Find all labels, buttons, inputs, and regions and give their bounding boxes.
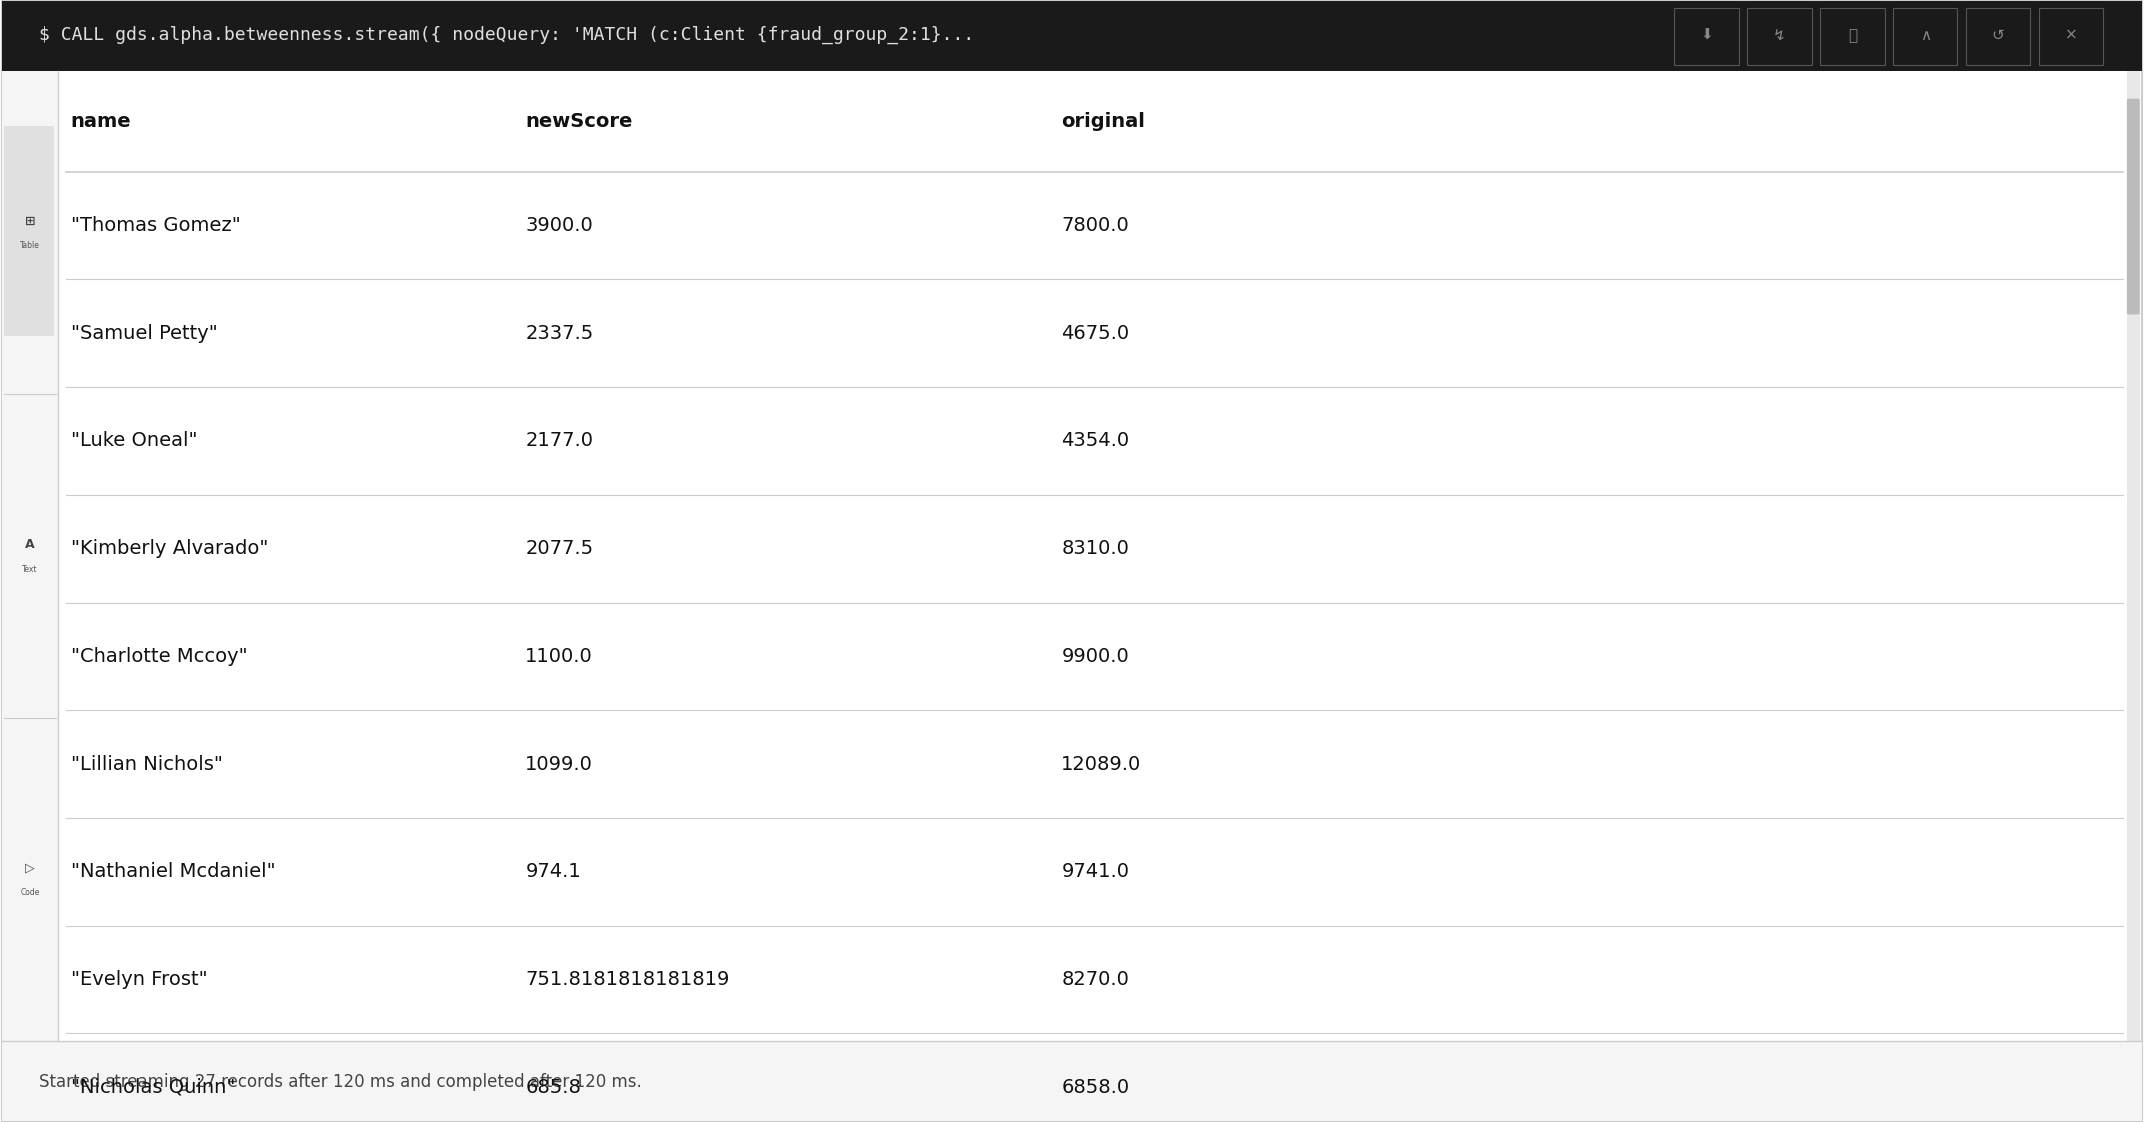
Text: 1099.0: 1099.0 — [525, 755, 594, 773]
Text: 2337.5: 2337.5 — [525, 324, 594, 342]
FancyBboxPatch shape — [1674, 8, 1739, 65]
FancyBboxPatch shape — [1893, 8, 1957, 65]
Text: "Thomas Gomez": "Thomas Gomez" — [71, 217, 240, 234]
Text: "Nathaniel Mcdaniel": "Nathaniel Mcdaniel" — [71, 863, 274, 881]
Text: 6858.0: 6858.0 — [1061, 1078, 1130, 1096]
FancyBboxPatch shape — [4, 126, 54, 335]
Text: 2077.5: 2077.5 — [525, 540, 594, 558]
Text: Text: Text — [21, 564, 39, 574]
Text: 974.1: 974.1 — [525, 863, 581, 881]
Text: 12089.0: 12089.0 — [1061, 755, 1141, 773]
FancyBboxPatch shape — [2, 71, 58, 1041]
Text: 8310.0: 8310.0 — [1061, 540, 1130, 558]
Text: A: A — [26, 539, 34, 551]
Text: 2177.0: 2177.0 — [525, 432, 594, 450]
Text: 685.8: 685.8 — [525, 1078, 581, 1096]
Text: 7800.0: 7800.0 — [1061, 217, 1130, 234]
Text: "Kimberly Alvarado": "Kimberly Alvarado" — [71, 540, 268, 558]
FancyBboxPatch shape — [2127, 99, 2140, 314]
Text: Table: Table — [19, 241, 41, 250]
Text: ×: × — [2065, 28, 2078, 43]
Text: ⊞: ⊞ — [26, 214, 34, 228]
FancyBboxPatch shape — [2127, 71, 2140, 1041]
Text: 4675.0: 4675.0 — [1061, 324, 1130, 342]
Text: original: original — [1061, 112, 1145, 130]
Text: 4354.0: 4354.0 — [1061, 432, 1130, 450]
Text: "Nicholas Quinn": "Nicholas Quinn" — [71, 1078, 236, 1096]
Text: ∧: ∧ — [1919, 28, 1932, 43]
Text: 3900.0: 3900.0 — [525, 217, 594, 234]
Text: $ CALL gds.alpha.betweenness.stream({ nodeQuery: 'MATCH (c:Client {fraud_group_2: $ CALL gds.alpha.betweenness.stream({ no… — [39, 26, 973, 45]
Text: Started streaming 27 records after 120 ms and completed after 120 ms.: Started streaming 27 records after 120 m… — [39, 1073, 641, 1091]
FancyBboxPatch shape — [1820, 8, 1885, 65]
Text: name: name — [71, 112, 131, 130]
Text: 9900.0: 9900.0 — [1061, 647, 1130, 665]
Text: ⤢: ⤢ — [1848, 28, 1857, 43]
Text: newScore: newScore — [525, 112, 632, 130]
Text: 1100.0: 1100.0 — [525, 647, 594, 665]
FancyBboxPatch shape — [2039, 8, 2103, 65]
FancyBboxPatch shape — [2, 1041, 2142, 1121]
Text: ⬇: ⬇ — [1700, 28, 1713, 43]
Text: "Luke Oneal": "Luke Oneal" — [71, 432, 197, 450]
FancyBboxPatch shape — [2, 1, 2142, 71]
FancyBboxPatch shape — [1966, 8, 2030, 65]
Text: 9741.0: 9741.0 — [1061, 863, 1130, 881]
Text: 8270.0: 8270.0 — [1061, 971, 1130, 988]
Text: "Evelyn Frost": "Evelyn Frost" — [71, 971, 208, 988]
Text: Code: Code — [19, 889, 41, 898]
Text: ↺: ↺ — [1992, 28, 2005, 43]
Text: "Samuel Petty": "Samuel Petty" — [71, 324, 217, 342]
Text: "Charlotte Mccoy": "Charlotte Mccoy" — [71, 647, 247, 665]
Text: 751.8181818181819: 751.8181818181819 — [525, 971, 729, 988]
FancyBboxPatch shape — [1747, 8, 1812, 65]
Text: ↯: ↯ — [1773, 28, 1786, 43]
Text: "Lillian Nichols": "Lillian Nichols" — [71, 755, 223, 773]
Text: ▷: ▷ — [26, 862, 34, 875]
